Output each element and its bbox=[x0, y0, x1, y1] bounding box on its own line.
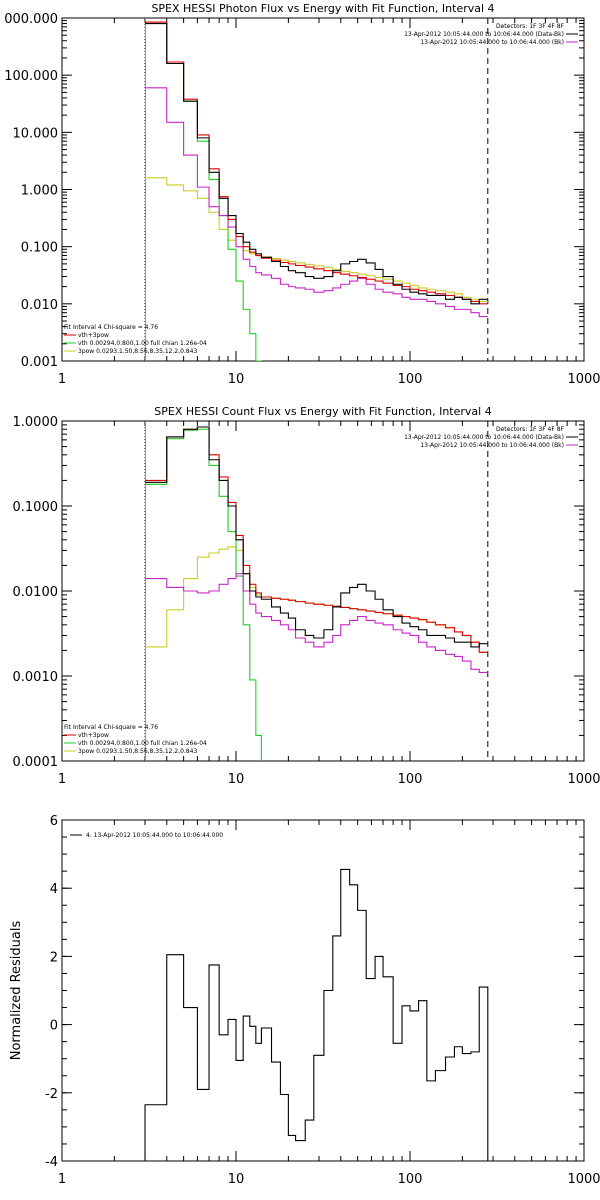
y-tick-label: 0.0001 bbox=[13, 755, 59, 770]
photon-flux-panel: SPEX HESSI Photon Flux vs Energy with Fi… bbox=[4, 2, 600, 387]
series-vth-3pow bbox=[145, 426, 488, 653]
x-tick-label: 100 bbox=[398, 372, 423, 387]
detectors-label: Detectors: 1F 3F 4F 8F bbox=[496, 426, 565, 433]
chart-title: SPEX HESSI Photon Flux vs Energy with Fi… bbox=[151, 2, 494, 15]
legend-entry: vth+3pow bbox=[78, 732, 109, 739]
y-tick-label: 1.000 bbox=[21, 184, 58, 199]
legend-entry: 13-Apr-2012 10:05:44.000 to 10:06:44.000… bbox=[404, 434, 564, 441]
y-tick-label: 4 bbox=[50, 882, 58, 897]
fit-interval-label: Fit Interval 4 Chi-square = 4.76 bbox=[64, 324, 158, 331]
residuals-panel: 1 10 100 1000 -4 -2 0 2 4 6 Normalized Residuals 4.… bbox=[9, 814, 600, 1187]
x-tick-label: 1000 bbox=[567, 1172, 600, 1187]
series-vth bbox=[145, 21, 262, 361]
y-tick-label: 000.000 bbox=[4, 12, 58, 27]
y-tick-label: 0 bbox=[50, 1019, 58, 1034]
legend-entry: vth 0.00294,0.800,1.00 full chian 1.26e-… bbox=[78, 340, 207, 347]
legend-entry: 13-Apr-2012 10:05:44.000 to 10:06:44.000… bbox=[420, 39, 564, 46]
chart-title: SPEX HESSI Count Flux vs Energy with Fit… bbox=[154, 405, 491, 418]
series-data-bk bbox=[145, 426, 488, 648]
series-residuals bbox=[144, 868, 489, 1161]
y-tick-label: 0.0100 bbox=[13, 585, 59, 600]
fit-interval-label: Fit Interval 4 Chi-square = 4.76 bbox=[64, 724, 158, 731]
x-tick-label: 10 bbox=[228, 772, 245, 787]
plot-frame bbox=[61, 17, 585, 362]
plot-frame bbox=[61, 420, 585, 762]
y-tick-label: -2 bbox=[45, 1087, 58, 1102]
y-tick-label: 2 bbox=[50, 950, 58, 965]
x-tick-label: 1 bbox=[58, 772, 66, 787]
series-bk bbox=[145, 573, 488, 674]
x-tick-label: 100 bbox=[398, 1172, 423, 1187]
legend-entry: 3pow 0.0293,1.50,8.56,8.35,12.2,0.843 bbox=[78, 748, 197, 755]
series-3pow bbox=[145, 546, 488, 653]
y-axis-label: Normalized Residuals bbox=[9, 921, 24, 1061]
y-tick-label: 6 bbox=[50, 814, 58, 829]
legend-entry: 13-Apr-2012 10:05:44.000 to 10:06:44.000… bbox=[404, 31, 564, 38]
y-tick-label: 1.0000 bbox=[13, 415, 59, 430]
legend-entry: 4. 13-Apr-2012 10:05:44.000 to 10:06:44.… bbox=[86, 832, 223, 839]
series-vth-3pow bbox=[145, 21, 488, 305]
y-tick-label: -4 bbox=[45, 1155, 58, 1170]
series-bk bbox=[145, 87, 488, 318]
x-tick-label: 1000 bbox=[567, 772, 600, 787]
legend-entry: vth+3pow bbox=[78, 332, 109, 339]
x-tick-label: 1 bbox=[58, 1172, 66, 1187]
series-3pow bbox=[145, 177, 488, 303]
y-tick-label: 0.0010 bbox=[13, 670, 59, 685]
legend-entry: vth 0.00294,0.800,1.00 full chian 1.26e-… bbox=[78, 740, 207, 747]
x-tick-label: 100 bbox=[398, 772, 423, 787]
legend-entry: 3pow 0.0293,1.50,8.56,8.35,12.2,0.843 bbox=[78, 348, 197, 355]
x-tick-label: 1 bbox=[58, 372, 66, 387]
x-tick-label: 10 bbox=[228, 372, 245, 387]
y-tick-label: 10.000 bbox=[13, 126, 59, 141]
series-data-bk bbox=[145, 22, 488, 305]
x-tick-label: 1000 bbox=[567, 372, 600, 387]
y-tick-label: 0.100 bbox=[21, 241, 58, 256]
x-tick-label: 10 bbox=[228, 1172, 245, 1187]
plot-data-group bbox=[144, 868, 489, 1161]
y-tick-label: 0.001 bbox=[21, 355, 58, 370]
detectors-label: Detectors: 1F 3F 4F 8F bbox=[496, 23, 565, 30]
series-vth bbox=[145, 428, 262, 761]
plot-data-group bbox=[144, 421, 489, 761]
plot-data-group bbox=[144, 18, 489, 361]
legend-entry: 13-Apr-2012 10:05:44.000 to 10:06:44.000… bbox=[420, 442, 564, 449]
count-flux-panel: SPEX HESSI Count Flux vs Energy with Fit… bbox=[13, 405, 600, 787]
y-tick-label: 100.000 bbox=[4, 69, 58, 84]
y-tick-label: 0.010 bbox=[21, 298, 58, 313]
plot-frame bbox=[61, 819, 585, 1162]
y-tick-label: 0.1000 bbox=[13, 500, 59, 515]
